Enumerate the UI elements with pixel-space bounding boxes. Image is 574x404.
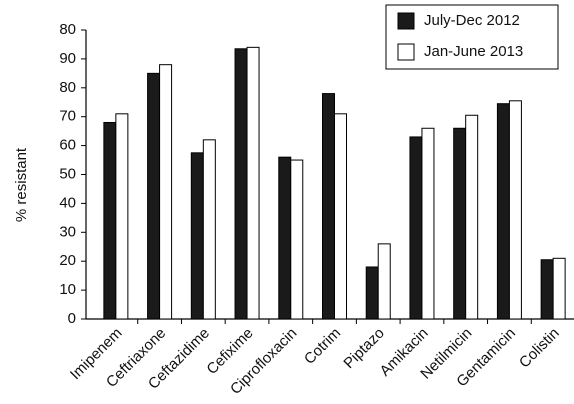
y-tick-label: 20 xyxy=(59,252,76,269)
y-tick-label: 80 xyxy=(59,21,76,38)
bar xyxy=(377,243,391,320)
bar xyxy=(365,266,379,320)
bar xyxy=(147,72,161,320)
bar xyxy=(234,48,248,320)
bar xyxy=(334,113,347,320)
bar xyxy=(421,127,435,320)
y-tick-label: 50 xyxy=(59,165,76,182)
x-tick-label: Cotrim xyxy=(301,325,344,368)
legend-label: Jan-June 2013 xyxy=(424,43,523,60)
y-tick-label: 80 xyxy=(59,79,76,96)
y-tick-label: 70 xyxy=(59,108,76,125)
bar xyxy=(409,136,423,320)
bar xyxy=(103,121,117,320)
y-tick-label: 60 xyxy=(59,137,76,154)
bar xyxy=(453,127,467,320)
y-tick-label: 40 xyxy=(59,194,76,211)
legend-swatch xyxy=(397,12,415,30)
y-axis-label: % resistant xyxy=(13,147,30,222)
y-tick-label: 30 xyxy=(59,223,76,240)
bar xyxy=(496,103,510,320)
bar xyxy=(465,114,479,320)
y-tick-label: 0 xyxy=(68,310,76,327)
legend-label: July-Dec 2012 xyxy=(424,12,520,29)
bar xyxy=(190,152,204,320)
bar xyxy=(278,156,292,320)
bar xyxy=(322,93,335,320)
bar xyxy=(115,113,129,320)
legend-swatch xyxy=(397,43,415,61)
bar xyxy=(159,64,173,320)
y-tick-label: 10 xyxy=(59,281,76,298)
bar xyxy=(552,257,566,320)
bar xyxy=(202,139,216,320)
bar xyxy=(508,100,522,320)
bar xyxy=(540,259,554,320)
legend xyxy=(385,4,559,70)
bar xyxy=(246,46,260,320)
y-tick-label: 90 xyxy=(59,50,76,67)
x-tick-label: Colistin xyxy=(516,325,563,372)
bar xyxy=(290,159,304,320)
